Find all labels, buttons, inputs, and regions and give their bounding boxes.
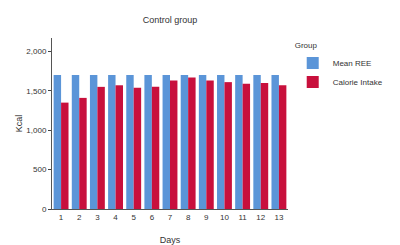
svg-text:6: 6 [150, 213, 155, 222]
svg-text:1,000: 1,000 [26, 126, 47, 135]
svg-text:7: 7 [168, 213, 173, 222]
svg-text:Calorie Intake: Calorie Intake [333, 78, 383, 87]
svg-text:2: 2 [77, 213, 82, 222]
svg-text:2,000: 2,000 [26, 47, 47, 56]
svg-text:500: 500 [33, 165, 47, 174]
svg-text:13: 13 [274, 213, 283, 222]
svg-text:Days: Days [160, 235, 181, 245]
svg-text:8: 8 [186, 213, 191, 222]
svg-text:11: 11 [238, 213, 247, 222]
svg-text:4: 4 [113, 213, 118, 222]
svg-text:Kcal: Kcal [14, 115, 24, 133]
svg-text:Group: Group [295, 41, 318, 50]
svg-text:9: 9 [204, 213, 209, 222]
svg-text:1: 1 [59, 213, 64, 222]
svg-text:0: 0 [42, 205, 47, 214]
svg-text:Mean REE: Mean REE [333, 59, 372, 68]
svg-text:1,500: 1,500 [26, 87, 47, 96]
svg-text:12: 12 [256, 213, 265, 222]
svg-text:10: 10 [220, 213, 229, 222]
svg-text:Control group: Control group [143, 15, 198, 25]
svg-text:3: 3 [95, 213, 100, 222]
svg-text:5: 5 [131, 213, 136, 222]
